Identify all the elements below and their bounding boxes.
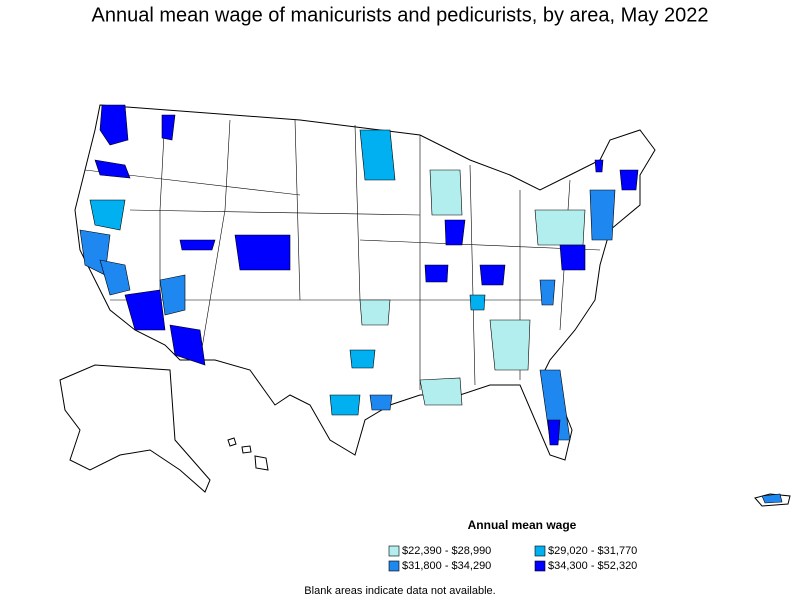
wage-area: [559, 244, 586, 271]
wage-area: [359, 299, 391, 326]
legend-label: $34,300 - $52,320: [548, 560, 637, 572]
map-title: Annual mean wage of manicurists and pedi…: [91, 4, 708, 26]
legend-swatch: [388, 545, 400, 557]
wage-area: [429, 169, 463, 216]
wage-area: [99, 104, 129, 146]
wage-areas: [79, 104, 783, 504]
wage-area: [234, 234, 291, 271]
legend-title: Annual mean wage: [468, 518, 577, 532]
wage-area: [589, 189, 616, 241]
wage-area: [469, 294, 486, 311]
legend-swatch: [388, 560, 400, 572]
wage-area: [359, 129, 396, 181]
wage-area: [124, 289, 166, 331]
wage-area: [369, 394, 393, 411]
wage-area: [161, 114, 176, 141]
wage-area: [479, 264, 506, 286]
legend-swatch: [534, 545, 546, 557]
legend-label: $29,020 - $31,770: [548, 545, 637, 557]
wage-area: [169, 324, 206, 366]
wage-area: [444, 219, 466, 246]
contiguous-us: [74, 104, 656, 461]
wage-area: [619, 169, 639, 191]
wage-area: [159, 274, 186, 316]
wage-area: [179, 239, 216, 251]
hawaii: [227, 437, 269, 471]
wage-area: [99, 259, 131, 296]
legend-label: $22,390 - $28,990: [402, 545, 491, 557]
wage-area: [424, 264, 449, 283]
wage-area: [539, 369, 571, 441]
wage-area: [534, 209, 586, 246]
legend: $22,390 - $28,990 $29,020 - $31,770 $31,80…: [388, 545, 637, 572]
wage-area: [539, 279, 556, 306]
us-map: [59, 104, 791, 507]
wage-area: [419, 377, 463, 406]
wage-area: [594, 159, 604, 173]
wage-area: [349, 349, 376, 369]
wage-area: [94, 159, 131, 179]
wage-area: [329, 394, 361, 416]
footnote: Blank areas indicate data not available.: [304, 585, 495, 597]
wage-area: [489, 319, 531, 371]
alaska: [59, 364, 211, 493]
wage-area: [547, 419, 561, 446]
legend-label: $31,800 - $34,290: [402, 560, 491, 572]
wage-area: [761, 493, 783, 504]
legend-swatch: [534, 560, 546, 572]
wage-area: [89, 199, 126, 231]
